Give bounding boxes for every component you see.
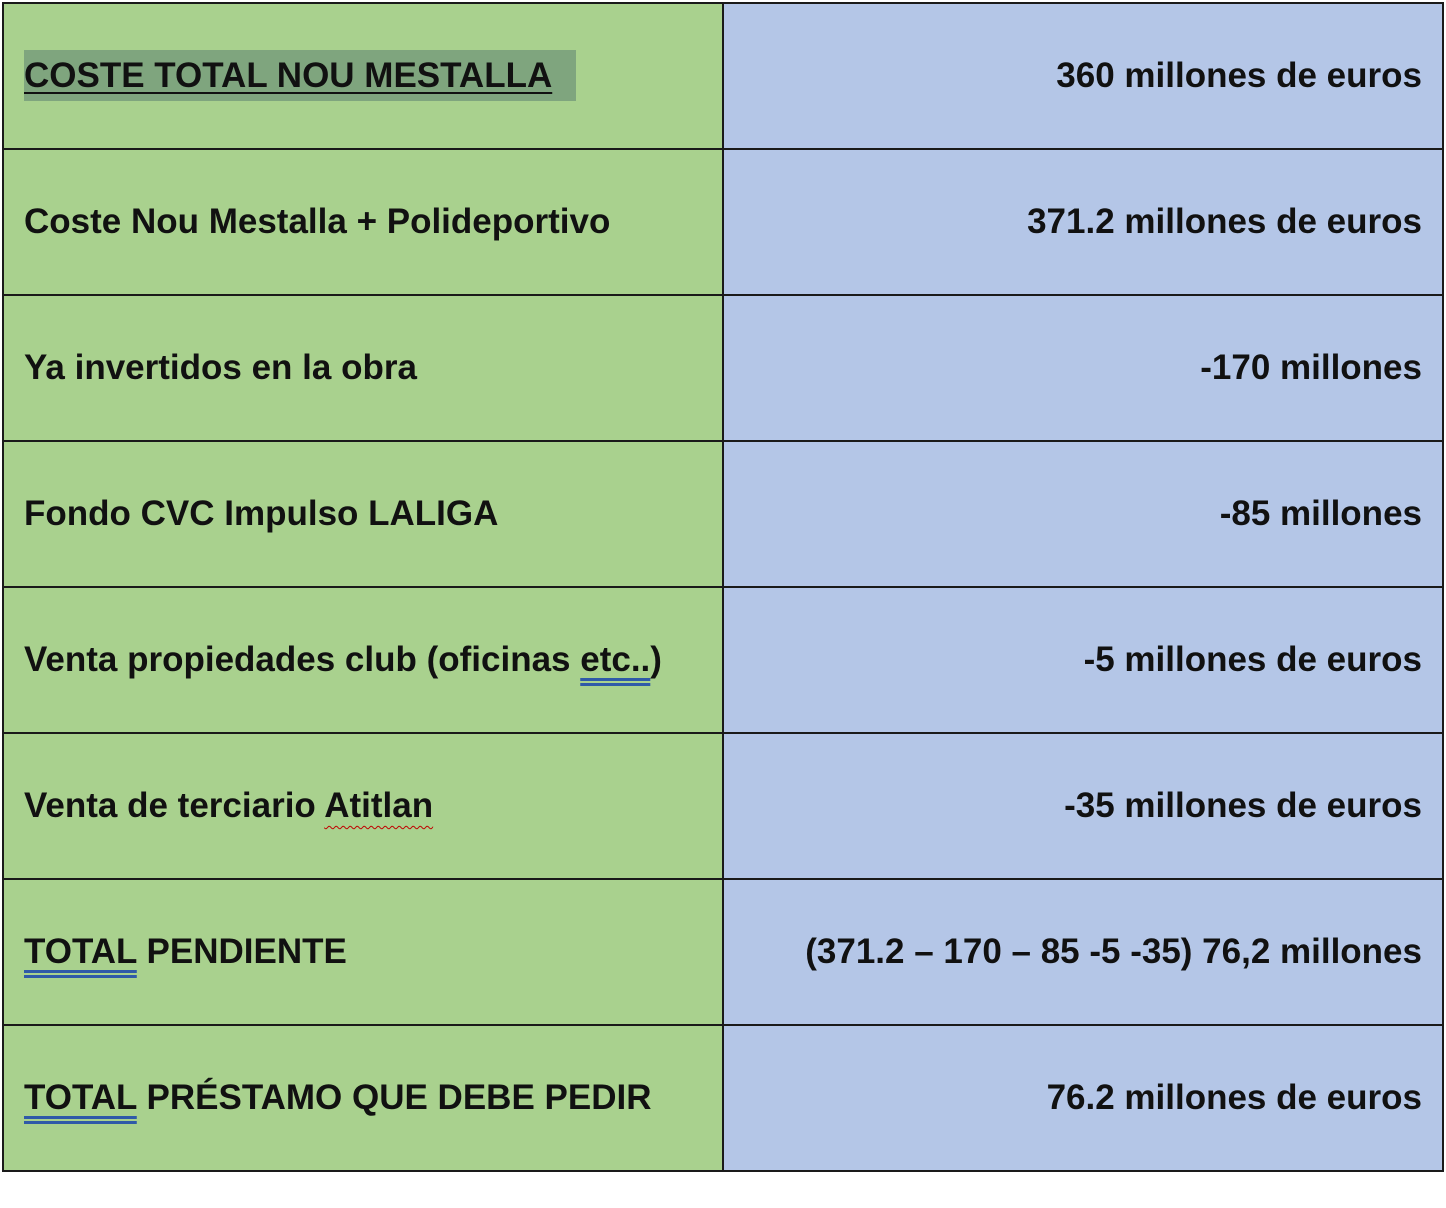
table-row: COSTE TOTAL NOU MESTALLA 360 millones de… (2, 2, 1444, 150)
label-cell: Fondo CVC Impulso LALIGA (2, 440, 724, 588)
table-row: Venta de terciario Atitlan -35 millones … (2, 732, 1444, 880)
label-cell: Venta propiedades club (oficinas etc..) (2, 586, 724, 734)
spellcheck-underlined-word: Atitlan (324, 786, 434, 825)
label-text: Venta propiedades club (oficinas (24, 640, 581, 679)
label-text: Venta de terciario (24, 786, 325, 825)
grammar-underlined-word: TOTAL (24, 932, 137, 971)
label-text: PENDIENTE (136, 932, 347, 971)
value-cell: 360 millones de euros (722, 2, 1444, 150)
label-cell: Venta de terciario Atitlan (2, 732, 724, 880)
table-row: Ya invertidos en la obra -170 millones (2, 294, 1444, 442)
label-text: PRÉSTAMO QUE DEBE PEDIR (136, 1078, 652, 1117)
table-row: TOTAL PRÉSTAMO QUE DEBE PEDIR 76.2 millo… (2, 1024, 1444, 1172)
value-cell: 76.2 millones de euros (722, 1024, 1444, 1172)
total-cost-label: COSTE TOTAL NOU MESTALLA (24, 50, 577, 101)
label-cell: TOTAL PRÉSTAMO QUE DEBE PEDIR (2, 1024, 724, 1172)
label-cell: COSTE TOTAL NOU MESTALLA (2, 2, 724, 150)
value-cell: -170 millones (722, 294, 1444, 442)
table-row: Fondo CVC Impulso LALIGA -85 millones (2, 440, 1444, 588)
label-cell: TOTAL PENDIENTE (2, 878, 724, 1026)
label-text: ) (650, 640, 662, 679)
value-cell: 371.2 millones de euros (722, 148, 1444, 296)
value-cell: (371.2 – 170 – 85 -5 -35) 76,2 millones (722, 878, 1444, 1026)
grammar-underlined-word: etc.. (580, 640, 651, 679)
table-row: Venta propiedades club (oficinas etc..) … (2, 586, 1444, 734)
cost-table: COSTE TOTAL NOU MESTALLA 360 millones de… (2, 2, 1444, 1172)
table-row: TOTAL PENDIENTE (371.2 – 170 – 85 -5 -35… (2, 878, 1444, 1026)
value-cell: -35 millones de euros (722, 732, 1444, 880)
label-cell: Ya invertidos en la obra (2, 294, 724, 442)
value-cell: -85 millones (722, 440, 1444, 588)
label-cell: Coste Nou Mestalla + Polideportivo (2, 148, 724, 296)
value-cell: -5 millones de euros (722, 586, 1444, 734)
table-row: Coste Nou Mestalla + Polideportivo 371.2… (2, 148, 1444, 296)
grammar-underlined-word: TOTAL (24, 1078, 137, 1117)
